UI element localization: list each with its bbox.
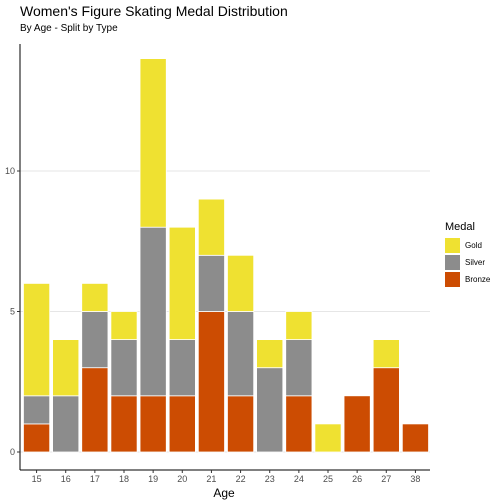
bar-bronze-age-19 — [139, 395, 167, 453]
legend-swatch-gold — [445, 238, 460, 253]
bar-gold-age-25 — [314, 423, 342, 453]
x-axis-label: Age — [213, 486, 235, 500]
legend: Medal Gold Silver Bronze — [445, 221, 490, 288]
bar-bronze-age-24 — [285, 395, 313, 453]
bar-silver-age-23 — [256, 367, 284, 453]
x-tick-label-26: 26 — [352, 474, 362, 484]
bar-gold-age-27 — [372, 339, 400, 369]
bar-gold-age-20 — [168, 226, 196, 340]
x-tick-label-16: 16 — [61, 474, 71, 484]
x-tick-label-18: 18 — [119, 474, 129, 484]
bar-gold-age-18 — [110, 311, 138, 341]
y-tick-label-0: 0 — [10, 447, 15, 457]
x-tick-label-25: 25 — [323, 474, 333, 484]
bar-silver-age-22 — [227, 311, 255, 397]
bar-bronze-age-22 — [227, 395, 255, 453]
x-tick-label-17: 17 — [90, 474, 100, 484]
x-tick-label-24: 24 — [294, 474, 304, 484]
bar-gold-age-21 — [197, 198, 225, 256]
legend-label-bronze: Bronze — [465, 275, 491, 284]
bar-silver-age-20 — [168, 339, 196, 397]
x-tick-label-15: 15 — [32, 474, 42, 484]
legend-label-silver: Silver — [465, 258, 486, 267]
bar-silver-age-21 — [197, 254, 225, 312]
bar-bronze-age-26 — [343, 395, 371, 453]
axes: 0 5 10 15 16 17 18 19 20 21 22 23 24 25 26 27 38 — [5, 44, 430, 484]
y-tick-label-10: 10 — [5, 166, 15, 176]
bar-silver-age-18 — [110, 339, 138, 397]
bar-gold-age-16 — [52, 339, 80, 397]
bar-gold-age-24 — [285, 311, 313, 341]
bar-silver-age-24 — [285, 339, 313, 397]
legend-swatch-silver — [445, 255, 460, 270]
bar-gold-age-22 — [227, 254, 255, 312]
x-tick-label-20: 20 — [177, 474, 187, 484]
legend-item-silver: Silver — [445, 254, 490, 271]
x-tick-label-22: 22 — [236, 474, 246, 484]
bar-bronze-age-18 — [110, 395, 138, 453]
x-tick-label-27: 27 — [381, 474, 391, 484]
bar-bronze-age-21 — [197, 311, 225, 453]
chart-title: Women's Figure Skating Medal Distributio… — [20, 3, 288, 19]
legend-title: Medal — [445, 221, 475, 233]
y-tick-label-5: 5 — [10, 307, 15, 317]
bar-bronze-age-17 — [81, 367, 109, 453]
legend-label-gold: Gold — [465, 241, 482, 250]
bar-gold-age-19 — [139, 58, 167, 228]
legend-swatch-bronze — [445, 272, 460, 287]
chart-subtitle: By Age - Split by Type — [20, 23, 118, 34]
bar-silver-age-19 — [139, 226, 167, 397]
bar-silver-age-15 — [23, 395, 51, 425]
bar-bronze-age-20 — [168, 395, 196, 453]
x-tick-label-21: 21 — [206, 474, 216, 484]
x-tick-label-23: 23 — [265, 474, 275, 484]
bar-silver-age-16 — [52, 395, 80, 453]
bar-gold-age-23 — [256, 339, 284, 369]
x-tick-label-38: 38 — [410, 474, 420, 484]
bar-gold-age-15 — [23, 282, 51, 397]
x-tick-label-19: 19 — [148, 474, 158, 484]
bars — [23, 58, 429, 453]
bar-gold-age-17 — [81, 282, 109, 312]
bar-bronze-age-38 — [401, 423, 429, 453]
bar-bronze-age-15 — [23, 423, 51, 453]
bar-bronze-age-27 — [372, 367, 400, 453]
legend-item-gold: Gold — [445, 237, 490, 254]
legend-item-bronze: Bronze — [445, 271, 490, 288]
bar-silver-age-17 — [81, 311, 109, 369]
